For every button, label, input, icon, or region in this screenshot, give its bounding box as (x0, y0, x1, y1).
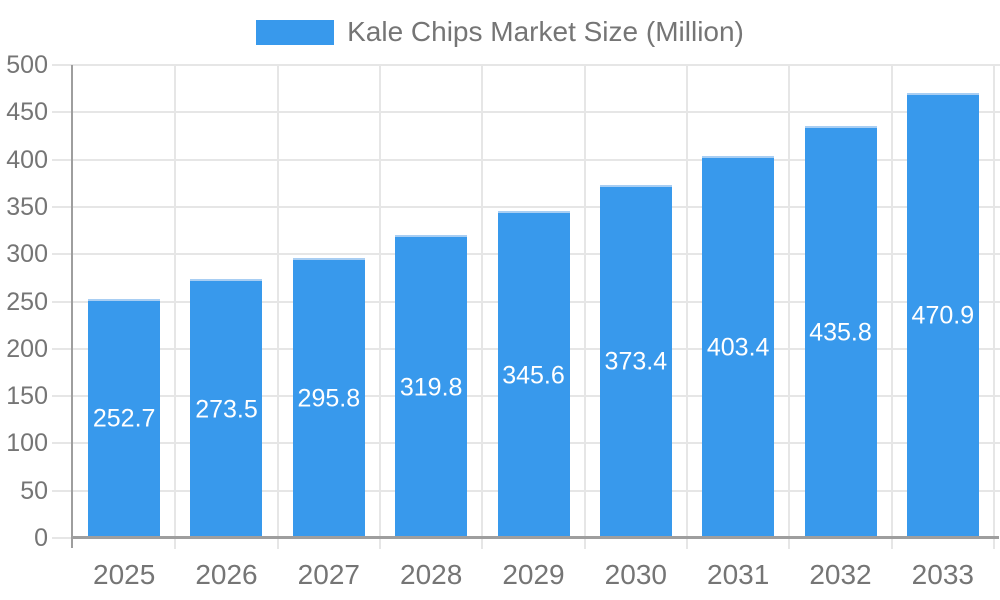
x-tick-label: 2027 (297, 559, 360, 590)
x-tick-label: 2031 (707, 559, 770, 590)
y-tick-label: 200 (6, 334, 48, 363)
y-axis-tick (52, 537, 72, 539)
bar[interactable]: 319.8 (395, 235, 468, 538)
x-tick-label: 2025 (93, 559, 156, 590)
y-tick-label: 500 (6, 51, 48, 79)
y-tick-label: 50 (20, 476, 48, 505)
bar[interactable]: 435.8 (804, 125, 877, 538)
x-gridline (890, 65, 893, 549)
bar[interactable]: 295.8 (292, 258, 365, 538)
bar-value-label: 273.5 (195, 395, 258, 424)
bar[interactable]: 252.7 (88, 298, 161, 538)
y-tick-label: 0 (34, 524, 48, 552)
bar[interactable]: 373.4 (599, 184, 672, 538)
x-gridline (276, 65, 279, 549)
x-gridline (174, 65, 177, 549)
bar-value-label: 319.8 (399, 373, 463, 402)
bar[interactable]: 345.6 (497, 211, 570, 538)
x-tick-label: 2030 (604, 559, 667, 590)
x-tick-label: 2028 (400, 559, 463, 590)
y-gridline (52, 111, 1000, 114)
x-gridline (993, 65, 995, 549)
y-gridline (52, 205, 1000, 208)
y-tick-label: 350 (6, 192, 48, 221)
y-tick-label: 150 (6, 382, 48, 411)
y-tick-label: 400 (6, 145, 48, 174)
bar[interactable]: 273.5 (190, 279, 263, 538)
y-tick-label: 300 (6, 240, 48, 269)
bar-value-label: 470.9 (911, 301, 975, 330)
x-tick-label: 2029 (502, 559, 565, 590)
x-axis-line (73, 536, 999, 539)
y-gridline (52, 158, 1000, 161)
legend: Kale Chips Market Size (Million) (0, 16, 1000, 47)
legend-label[interactable]: Kale Chips Market Size (Million) (347, 16, 744, 47)
bar-value-label: 435.8 (809, 318, 872, 347)
x-gridline (378, 65, 381, 549)
y-tick-label: 250 (6, 287, 48, 316)
x-gridline (583, 65, 586, 549)
bar-value-label: 373.4 (604, 347, 668, 376)
y-axis-line (71, 65, 73, 548)
x-tick-label: 2033 (911, 559, 974, 590)
x-tick-label: 2026 (195, 559, 258, 590)
x-gridline (481, 65, 484, 549)
plot-area: 0 50 100 150 200 250 300 350 400 450 500 2025 2026 20… (6, 52, 1000, 590)
bar[interactable]: 470.9 (906, 92, 979, 538)
x-gridline (788, 65, 791, 549)
bar[interactable]: 403.4 (702, 156, 775, 538)
bar-value-label: 345.6 (502, 361, 565, 390)
x-tick-label: 2032 (809, 559, 872, 590)
legend-swatch[interactable] (256, 19, 335, 45)
bar-value-label: 252.7 (92, 404, 156, 433)
y-gridline (52, 64, 1000, 66)
y-tick-label: 100 (6, 429, 48, 458)
x-gridline (685, 65, 688, 549)
bar-value-label: 403.4 (706, 333, 770, 362)
y-tick-label: 450 (6, 98, 48, 127)
bar-value-label: 295.8 (297, 384, 361, 413)
